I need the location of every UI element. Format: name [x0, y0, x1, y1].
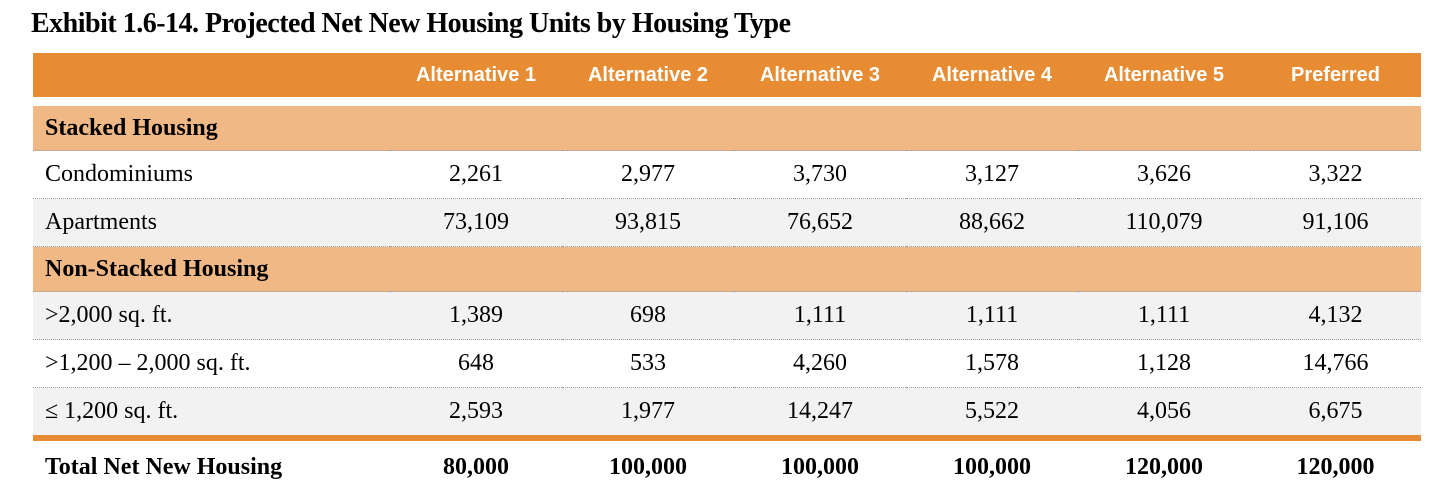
table-row-1200-to-2000-sqft: >1,200 – 2,000 sq. ft. 648 533 4,260 1,5…	[33, 339, 1421, 388]
table-row-gt-2000-sqft: >2,000 sq. ft. 1,389 698 1,111 1,111 1,1…	[33, 291, 1421, 340]
cell-value: 4,132	[1250, 291, 1421, 340]
cell-value: 2,977	[562, 150, 734, 199]
section-header-stacked-housing: Stacked Housing	[33, 101, 1421, 151]
cell-value: 3,730	[734, 150, 906, 199]
cell-value: 73,109	[390, 198, 562, 247]
cell-value: 1,389	[390, 291, 562, 340]
cell-value: 5,522	[906, 387, 1078, 438]
cell-value: 88,662	[906, 198, 1078, 247]
total-cell-value: 120,000	[1078, 435, 1250, 493]
cell-value: 14,247	[734, 387, 906, 438]
cell-value: 533	[562, 339, 734, 388]
cell-value: 91,106	[1250, 198, 1421, 247]
cell-value: 14,766	[1250, 339, 1421, 388]
column-header-alternative-3: Alternative 3	[734, 53, 906, 106]
column-header-alternative-1: Alternative 1	[390, 53, 562, 106]
column-header-alternative-2: Alternative 2	[562, 53, 734, 106]
cell-value: 93,815	[562, 198, 734, 247]
cell-value: 2,261	[390, 150, 562, 199]
cell-value: 110,079	[1078, 198, 1250, 247]
total-cell-value: 80,000	[390, 435, 562, 493]
row-label: >2,000 sq. ft.	[33, 291, 390, 340]
exhibit-title: Exhibit 1.6-14. Projected Net New Housin…	[31, 8, 791, 39]
total-cell-value: 100,000	[734, 435, 906, 493]
row-label: >1,200 – 2,000 sq. ft.	[33, 339, 390, 388]
cell-value: 2,593	[390, 387, 562, 438]
cell-value: 1,578	[906, 339, 1078, 388]
cell-value: 648	[390, 339, 562, 388]
column-header-blank	[33, 53, 390, 106]
total-cell-value: 100,000	[906, 435, 1078, 493]
table-row-condominiums: Condominiums 2,261 2,977 3,730 3,127 3,6…	[33, 150, 1421, 199]
column-header-alternative-4: Alternative 4	[906, 53, 1078, 106]
row-label: ≤ 1,200 sq. ft.	[33, 387, 390, 438]
cell-value: 1,111	[906, 291, 1078, 340]
table-row-total-net-new-housing: Total Net New Housing 80,000 100,000 100…	[33, 435, 1421, 493]
cell-value: 1,111	[734, 291, 906, 340]
cell-value: 4,056	[1078, 387, 1250, 438]
column-header-alternative-5: Alternative 5	[1078, 53, 1250, 106]
table-header-row: Alternative 1 Alternative 2 Alternative …	[33, 53, 1421, 106]
section-label: Stacked Housing	[33, 101, 1421, 151]
total-cell-value: 120,000	[1250, 435, 1421, 493]
cell-value: 1,977	[562, 387, 734, 438]
cell-value: 3,322	[1250, 150, 1421, 199]
cell-value: 3,127	[906, 150, 1078, 199]
cell-value: 6,675	[1250, 387, 1421, 438]
section-header-non-stacked-housing: Non-Stacked Housing	[33, 246, 1421, 292]
section-label: Non-Stacked Housing	[33, 246, 1421, 292]
cell-value: 1,128	[1078, 339, 1250, 388]
cell-value: 76,652	[734, 198, 906, 247]
total-cell-value: 100,000	[562, 435, 734, 493]
table-row-lte-1200-sqft: ≤ 1,200 sq. ft. 2,593 1,977 14,247 5,522…	[33, 387, 1421, 438]
table-row-apartments: Apartments 73,109 93,815 76,652 88,662 1…	[33, 198, 1421, 247]
cell-value: 1,111	[1078, 291, 1250, 340]
housing-units-table: Alternative 1 Alternative 2 Alternative …	[33, 53, 1421, 493]
cell-value: 698	[562, 291, 734, 340]
cell-value: 3,626	[1078, 150, 1250, 199]
cell-value: 4,260	[734, 339, 906, 388]
row-label: Condominiums	[33, 150, 390, 199]
row-label: Apartments	[33, 198, 390, 247]
total-row-label: Total Net New Housing	[33, 435, 390, 493]
column-header-preferred: Preferred	[1250, 53, 1421, 106]
